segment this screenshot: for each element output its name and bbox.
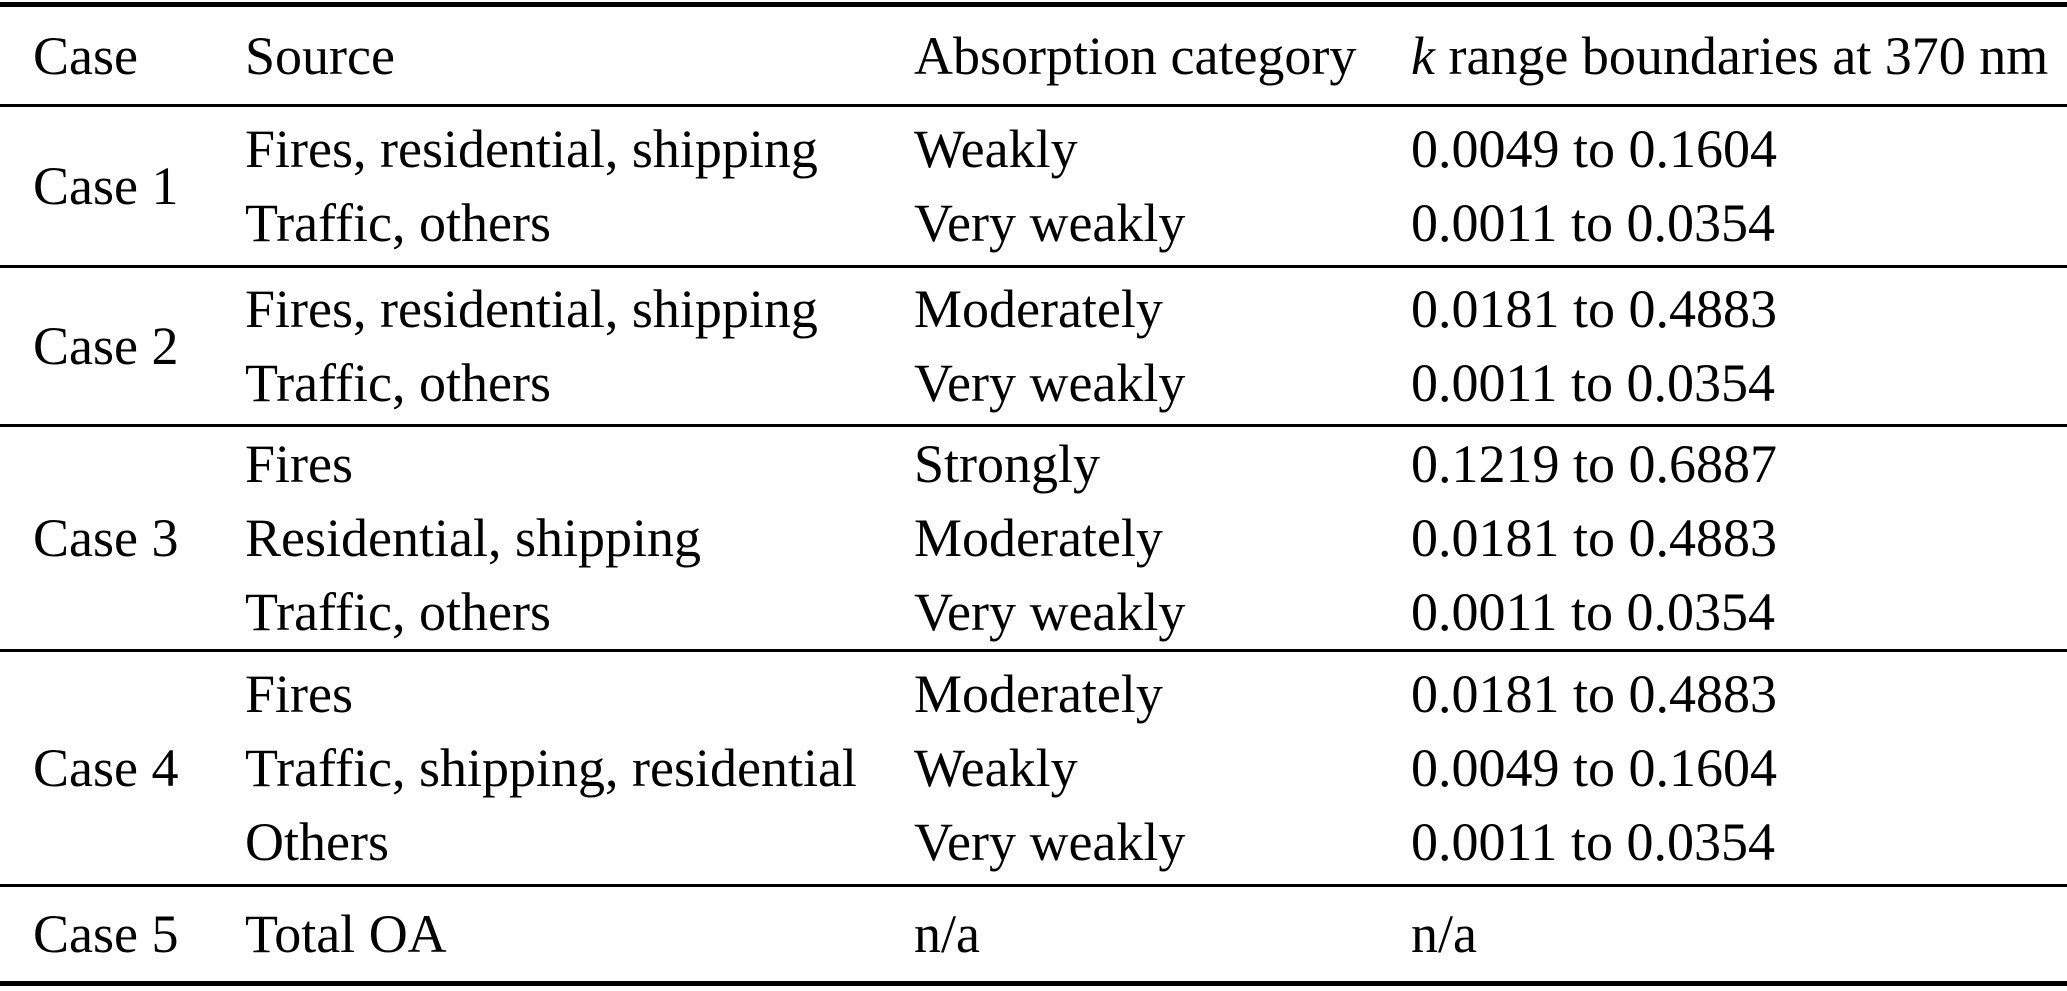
- k-range-line: 0.0049 to 0.1604: [1411, 119, 1778, 179]
- source-line: Fires, residential, shipping: [245, 119, 818, 179]
- category-cell: Moderately Weakly Very weakly: [914, 657, 1411, 879]
- source-cell: Fires Residential, shipping Traffic, oth…: [245, 427, 914, 649]
- category-line: Moderately: [914, 664, 1163, 724]
- category-line: Moderately: [914, 508, 1163, 568]
- header-separator-rule: [0, 104, 2067, 107]
- category-line: Weakly: [914, 738, 1078, 798]
- case-label: Case 5: [33, 904, 179, 964]
- k-range-line: 0.0049 to 0.1604: [1411, 738, 1778, 798]
- category-line: n/a: [914, 904, 980, 964]
- table-row-case-5: Case 5 Total OA n/a n/a: [0, 887, 2067, 981]
- header-k-range-text: range boundaries at 370 nm: [1434, 25, 2049, 86]
- source-cell: Fires, residential, shipping Traffic, ot…: [245, 272, 914, 420]
- header-k-range: k range boundaries at 370 nm: [1411, 25, 2067, 87]
- source-cell: Fires Traffic, shipping, residential Oth…: [245, 657, 914, 879]
- row-separator-rule: [0, 884, 2067, 887]
- case-label: Case 2: [33, 316, 179, 376]
- case-label: Case 1: [33, 156, 179, 216]
- k-range-line: 0.1219 to 0.6887: [1411, 434, 1778, 494]
- k-range-cell: 0.0181 to 0.4883 0.0011 to 0.0354: [1411, 272, 2067, 420]
- bottom-rule: [0, 981, 2067, 986]
- source-line: Traffic, others: [245, 353, 551, 413]
- header-case: Case: [33, 25, 138, 86]
- k-range-cell: 0.1219 to 0.6887 0.0181 to 0.4883 0.0011…: [1411, 427, 2067, 649]
- table-header-row: Case Source Absorption category k range …: [0, 7, 2067, 104]
- row-separator-rule: [0, 649, 2067, 652]
- header-source: Source: [245, 25, 395, 86]
- category-line: Very weakly: [914, 812, 1186, 872]
- case-label: Case 3: [33, 508, 179, 568]
- table-row-case-1: Case 1 Fires, residential, shipping Traf…: [0, 107, 2067, 265]
- table-row-case-4: Case 4 Fires Traffic, shipping, resident…: [0, 652, 2067, 884]
- k-range-line: 0.0181 to 0.4883: [1411, 279, 1778, 339]
- header-absorption-category: Absorption category: [914, 25, 1357, 86]
- source-cell: Total OA: [245, 897, 914, 971]
- k-range-cell: 0.0049 to 0.1604 0.0011 to 0.0354: [1411, 112, 2067, 260]
- source-line: Traffic, others: [245, 582, 551, 642]
- k-variable: k: [1411, 25, 1435, 86]
- top-rule: [0, 2, 2067, 7]
- table-row-case-3: Case 3 Fires Residential, shipping Traff…: [0, 427, 2067, 649]
- k-range-line: 0.0011 to 0.0354: [1411, 353, 1775, 413]
- source-line: Fires, residential, shipping: [245, 279, 818, 339]
- source-line: Others: [245, 812, 389, 872]
- category-line: Weakly: [914, 119, 1078, 179]
- k-range-line: 0.0181 to 0.4883: [1411, 664, 1778, 724]
- category-line: Very weakly: [914, 193, 1186, 253]
- source-line: Fires: [245, 434, 353, 494]
- source-line: Traffic, shipping, residential: [245, 738, 857, 798]
- category-line: Very weakly: [914, 353, 1186, 413]
- source-cell: Fires, residential, shipping Traffic, ot…: [245, 112, 914, 260]
- source-line: Total OA: [245, 904, 447, 964]
- category-cell: Weakly Very weakly: [914, 112, 1411, 260]
- k-range-line: 0.0011 to 0.0354: [1411, 582, 1775, 642]
- source-line: Residential, shipping: [245, 508, 701, 568]
- k-range-cell: n/a: [1411, 897, 2067, 971]
- k-range-cell: 0.0181 to 0.4883 0.0049 to 0.1604 0.0011…: [1411, 657, 2067, 879]
- category-line: Very weakly: [914, 582, 1186, 642]
- row-separator-rule: [0, 265, 2067, 268]
- category-cell: Moderately Very weakly: [914, 272, 1411, 420]
- k-range-line: 0.0011 to 0.0354: [1411, 812, 1775, 872]
- k-range-line: n/a: [1411, 904, 1477, 964]
- category-line: Moderately: [914, 279, 1163, 339]
- case-label: Case 4: [33, 738, 179, 798]
- k-range-line: 0.0011 to 0.0354: [1411, 193, 1775, 253]
- category-line: Strongly: [914, 434, 1101, 494]
- source-line: Traffic, others: [245, 193, 551, 253]
- category-cell: Strongly Moderately Very weakly: [914, 427, 1411, 649]
- category-cell: n/a: [914, 897, 1411, 971]
- source-line: Fires: [245, 664, 353, 724]
- table-row-case-2: Case 2 Fires, residential, shipping Traf…: [0, 268, 2067, 424]
- row-separator-rule: [0, 424, 2067, 427]
- k-range-line: 0.0181 to 0.4883: [1411, 508, 1778, 568]
